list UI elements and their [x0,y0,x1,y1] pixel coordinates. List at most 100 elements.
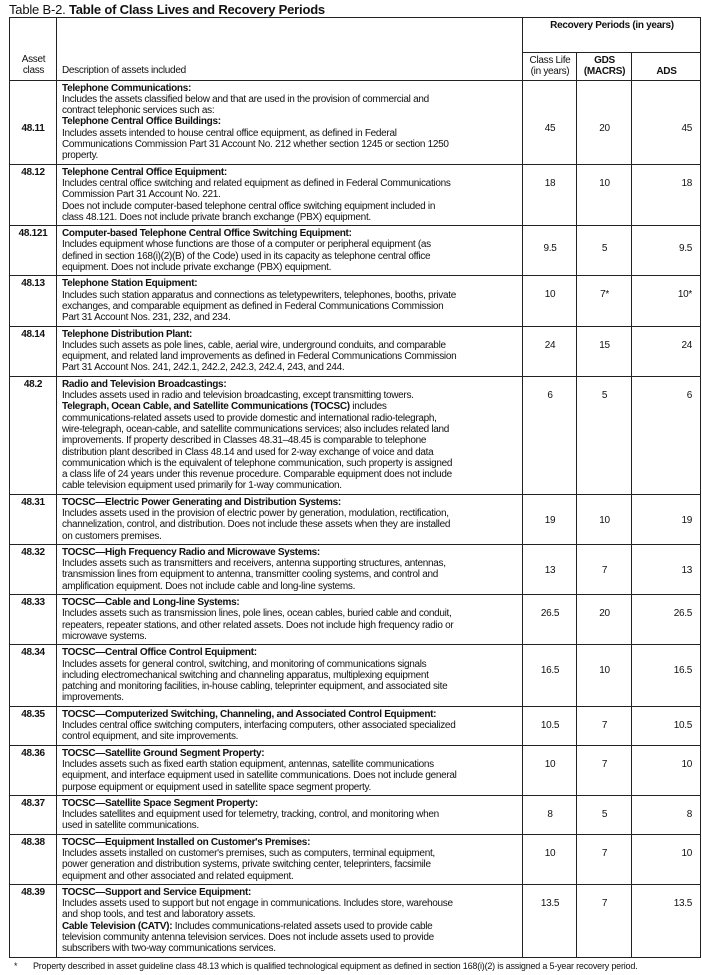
ads-cell: 13.5 [631,883,701,958]
table-row: 48.36 TOCSC—Satellite Ground Segment Prop… [9,744,701,796]
asset-class-cell: 48.37 [9,794,57,835]
gds-cell: 7 [576,833,632,885]
header-class-life: Class Life (in years) [522,52,577,81]
header-ads: ADS [631,52,701,81]
description-cell: Telephone Central Office Equipment: Inclu… [56,163,523,227]
description-line: Commission Part 31 Account No. 221. [62,189,518,200]
description-text: used in satellite communications. [62,820,199,832]
description-text: equipment, and related land improvements… [62,351,457,363]
gds-cell: 10 [576,644,632,707]
description-heading: Radio and Television Broadcastings: [62,378,227,390]
asset-class-cell: 48.34 [9,644,57,707]
description-text: power generation and distribution system… [62,859,431,871]
description-text: cable television equipment used primaril… [62,480,342,492]
description-cell: Telephone Distribution Plant: Includes su… [56,325,523,377]
class-lives-table: Asset class Description of assets includ… [9,17,701,958]
description-text: and shop tools, and test and laboratory … [62,909,256,921]
description-line: a class life of 24 years under this reve… [62,469,518,480]
description-line: television community antenna television … [62,932,518,943]
asset-class-cell: 48.2 [9,375,57,495]
header-recovery-periods: Recovery Periods (in years) [522,17,701,53]
description-line: cable television equipment used primaril… [62,480,518,491]
description-cell: TOCSC—Satellite Ground Segment Property:… [56,744,523,796]
description-text: control equipment, and site improvements… [62,731,239,743]
table-row: 48.32 TOCSC—High Frequency Radio and Micr… [9,543,701,596]
description-line: equipment, and interface equipment used … [62,770,518,781]
description-line: Includes satellites and equipment used f… [62,809,518,820]
table-row: 48.33 TOCSC—Cable and Long-line Systems: I… [9,594,701,646]
description-line: Part 31 Account Nos. 241, 242.1, 242.2, … [62,362,518,373]
description-text: Includes assets intended to house centra… [62,127,397,139]
description-text: Includes the assets classified below and… [62,93,429,105]
gds-cell: 7 [576,744,632,796]
description-line: Includes assets used in the provision of… [62,508,518,519]
description-line: Includes the assets classified below and… [62,94,518,105]
header-asset-class: Asset class [9,17,57,81]
description-text: Includes central office switching and re… [62,177,451,189]
description-line: distribution plant described in Class 48… [62,447,518,458]
description-line: on customers premises. [62,531,518,542]
description-heading: Computer-based Telephone Central Office … [62,228,352,240]
description-heading: Telegraph, Ocean Cable, and Satellite Co… [62,401,350,413]
description-text: includes [349,401,387,413]
asset-class-cell: 48.39 [9,883,57,958]
description-heading: Telephone Station Equipment: [62,278,198,290]
description-heading: TOCSC—High Frequency Radio and Microwave… [62,546,320,558]
description-cell: Radio and Television Broadcastings: Inclu… [56,375,523,495]
description-line: Includes assets intended to house centra… [62,128,518,139]
description-line: subscribers with two-way communications … [62,943,518,954]
description-cell: TOCSC—High Frequency Radio and Microwave… [56,543,523,596]
description-line: TOCSC—Equipment Installed on Customer's … [62,837,518,848]
asset-class-cell: 48.35 [9,705,57,746]
description-line: equipment and other associated and relat… [62,871,518,882]
description-line: Includes assets for general control, swi… [62,659,518,670]
description-line: Telephone Station Equipment: [62,278,518,289]
class-life-cell: 45 [522,79,577,165]
description-text: Includes assets such as fixed earth stat… [62,758,434,770]
class-life-cell: 13 [522,543,577,596]
description-line: Telegraph, Ocean Cable, and Satellite Co… [62,401,518,412]
description-text: subscribers with two-way communications … [62,943,276,955]
description-line: TOCSC—Cable and Long-line Systems: [62,597,518,608]
class-life-cell: 26.5 [522,594,577,646]
asset-class-cell: 48.31 [9,493,57,545]
ads-cell: 13 [631,543,701,596]
description-line: improvements. If property described in C… [62,435,518,446]
description-text: improvements. If property described in C… [62,435,427,447]
ads-cell: 19 [631,493,701,545]
description-line: Includes central office switching and re… [62,178,518,189]
gds-cell: 7 [576,543,632,596]
description-line: Telephone Distribution Plant: [62,329,518,340]
description-text: Includes central office switching comput… [62,720,456,732]
description-line: exchanges, and comparable equipment as d… [62,301,518,312]
asset-class-cell: 48.14 [9,325,57,377]
ads-cell: 10.5 [631,705,701,746]
description-text: wire-telegraph, ocean-cable, and satelli… [62,423,450,435]
gds-cell: 7 [576,705,632,746]
description-heading: Telephone Communications: [62,82,191,94]
description-heading: Telephone Distribution Plant: [62,328,193,340]
ads-cell: 10* [631,275,701,327]
description-line: defined in section 168(i)(2)(B) of the C… [62,251,518,262]
description-text: Commission Part 31 Account No. 221. [62,189,221,201]
table-row: 48.12 Telephone Central Office Equipment:… [9,163,701,227]
description-text: contract telephonic services such as: [62,105,215,117]
gds-cell: 7* [576,275,632,327]
table-title-text: Table of Class Lives and Recovery Period… [68,2,325,17]
description-line: Includes such assets as pole lines, cabl… [62,340,518,351]
description-cell: TOCSC—Central Office Control Equipment: I… [56,644,523,707]
description-heading: TOCSC—Support and Service Equipment: [62,886,252,898]
description-heading: TOCSC—Satellite Space Segment Property: [62,797,258,809]
description-line: purpose equipment or equipment used in s… [62,782,518,793]
description-cell: TOCSC—Equipment Installed on Customer's … [56,833,523,885]
description-line: Communications Commission Part 31 Accoun… [62,139,518,150]
table-row: 48.35 TOCSC—Computerized Switching, Chann… [9,705,701,746]
description-text: class 48.121. Does not include private b… [62,211,371,223]
description-text: Includes equipment whose functions are t… [62,239,431,251]
description-text: purpose equipment or equipment used in s… [62,781,371,793]
table-row: 48.13 Telephone Station Equipment: Include… [9,275,701,327]
table-row: 48.14 Telephone Distribution Plant: Includ… [9,325,701,377]
description-text: a class life of 24 years under this reve… [62,469,452,481]
table-row: 48.39 TOCSC—Support and Service Equipment… [9,883,701,958]
